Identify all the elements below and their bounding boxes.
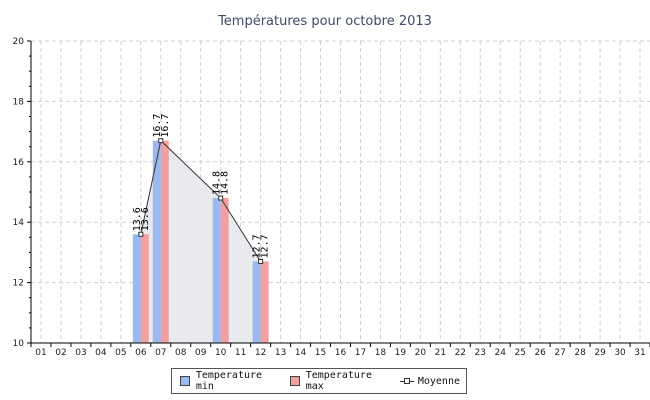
average-area: [140, 140, 261, 343]
data-label: 13.6: [132, 207, 143, 231]
x-tick-label: 25: [514, 348, 525, 358]
x-tick-label: 23: [475, 348, 486, 358]
legend-label-average: Moyenne: [417, 375, 460, 387]
legend-label-max: Temperature max: [305, 370, 372, 392]
data-label: 16.7: [152, 114, 163, 138]
x-tick-label: 13: [275, 348, 286, 358]
legend-item-max: Temperature max: [289, 370, 394, 392]
x-tick-label: 12: [255, 348, 266, 358]
average-point: [218, 195, 224, 201]
data-label: 12.7: [252, 234, 263, 258]
x-tick-label: 30: [614, 348, 626, 358]
average-point: [158, 138, 164, 144]
x-tick-label: 31: [634, 348, 645, 358]
average-line: [140, 139, 262, 262]
x-tick-label: 09: [195, 348, 207, 358]
legend-item-average: Moyenne: [399, 375, 460, 387]
x-tick-label: 04: [95, 348, 107, 358]
data-label: 16.7: [160, 114, 171, 138]
x-tick-label: 28: [574, 348, 586, 358]
bar-temperature-min: [152, 140, 161, 343]
legend-swatch-min: [180, 376, 190, 386]
x-tick-label: 02: [55, 348, 66, 358]
bar-temperature-min: [252, 261, 261, 343]
x-tick-label: 24: [495, 348, 507, 358]
x-tick-label: 20: [415, 348, 427, 358]
y-tick-label: 10: [13, 339, 25, 349]
x-tick-label: 05: [115, 348, 126, 358]
x-tick-label: 16: [335, 348, 347, 358]
x-tick-label: 08: [175, 348, 187, 358]
data-label: 12.7: [260, 234, 271, 258]
x-tick-label: 26: [534, 348, 546, 358]
x-tick-label: 06: [135, 348, 147, 358]
data-label: 14.8: [220, 171, 231, 195]
x-tick-label: 17: [355, 348, 366, 358]
average-point: [138, 231, 144, 237]
x-tick-label: 03: [75, 348, 86, 358]
bar-temperature-max: [220, 198, 229, 343]
bar-temperature-max: [260, 261, 269, 343]
legend-item-min: Temperature min: [180, 370, 284, 392]
data-label: 13.6: [140, 207, 151, 231]
y-tick-label: 20: [13, 37, 25, 47]
y-tick-label: 16: [13, 158, 25, 168]
x-tick-label: 11: [235, 348, 246, 358]
x-tick-label: 07: [155, 348, 166, 358]
legend-swatch-max: [289, 376, 300, 386]
y-tick-label: 12: [13, 279, 24, 289]
x-tick-label: 15: [315, 348, 326, 358]
x-tick-label: 10: [215, 348, 227, 358]
legend: Temperature min Temperature max Moyenne: [171, 368, 467, 394]
x-tick-label: 27: [554, 348, 565, 358]
y-tick-label: 14: [13, 218, 25, 228]
chart-title: Températures pour octobre 2013: [218, 14, 432, 29]
x-tick-label: 01: [35, 348, 46, 358]
x-tick-label: 19: [395, 348, 407, 358]
bar-temperature-min: [132, 234, 141, 343]
bar-temperature-max: [140, 234, 149, 343]
bar-temperature-min: [212, 198, 221, 343]
x-tick-label: 21: [435, 348, 446, 358]
average-point: [258, 258, 264, 264]
x-tick-label: 22: [455, 348, 466, 358]
legend-marker-average: [399, 376, 414, 386]
y-tick-label: 18: [13, 97, 25, 107]
x-tick-label: 14: [295, 348, 307, 358]
legend-label-min: Temperature min: [195, 370, 263, 392]
x-tick-label: 29: [594, 348, 606, 358]
x-tick-label: 18: [375, 348, 387, 358]
bar-temperature-max: [160, 140, 169, 343]
data-label: 14.8: [212, 171, 223, 195]
